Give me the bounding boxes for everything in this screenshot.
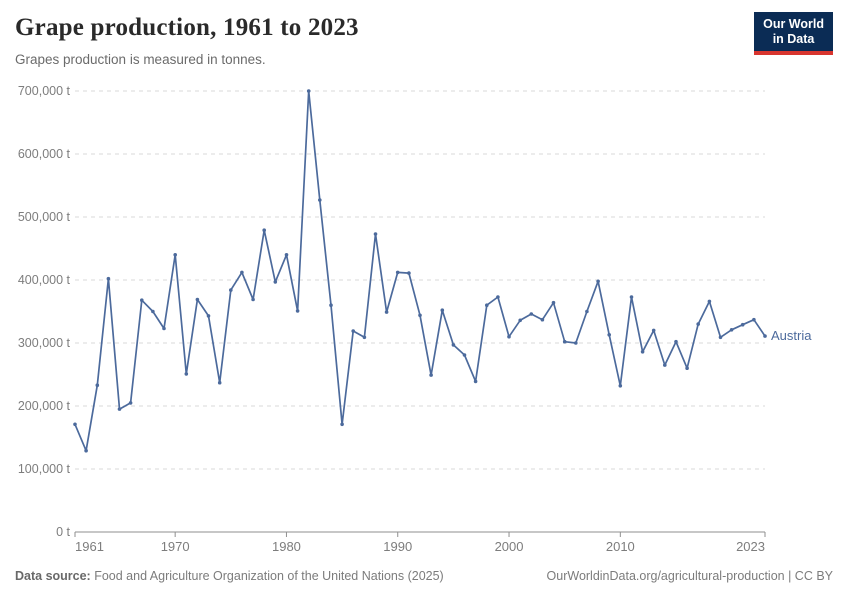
data-point[interactable] (729, 328, 734, 332)
x-tick-label: 1961 (75, 539, 104, 554)
data-point[interactable] (462, 353, 467, 357)
data-point[interactable] (95, 383, 100, 388)
data-point[interactable] (651, 328, 656, 333)
data-point[interactable] (685, 366, 689, 371)
data-point[interactable] (229, 288, 233, 292)
x-tick-label: 2000 (495, 539, 524, 554)
chart-subtitle: Grapes production is measured in tonnes. (15, 52, 266, 67)
data-point[interactable] (473, 379, 478, 384)
data-point[interactable] (195, 297, 200, 302)
data-point[interactable] (140, 298, 144, 303)
owid-logo[interactable]: Our World in Data (754, 12, 833, 55)
data-point[interactable] (184, 372, 189, 376)
data-point[interactable] (262, 228, 267, 232)
data-point[interactable] (329, 303, 333, 308)
y-tick-label: 0 t (56, 525, 70, 539)
data-point[interactable] (607, 333, 611, 337)
data-point[interactable] (418, 313, 422, 318)
data-point[interactable] (151, 309, 155, 314)
data-point[interactable] (306, 89, 311, 93)
data-source: Data source: Food and Agriculture Organi… (15, 569, 444, 583)
y-tick-label: 400,000 t (18, 273, 71, 287)
data-point[interactable] (752, 317, 756, 322)
x-tick-label: 2010 (606, 539, 635, 554)
data-point[interactable] (162, 326, 166, 331)
data-point[interactable] (429, 373, 433, 377)
data-point[interactable] (574, 341, 578, 345)
data-point[interactable] (251, 297, 255, 302)
chart-footer: Data source: Food and Agriculture Organi… (15, 569, 833, 583)
series-label-austria[interactable]: Austria (771, 328, 812, 343)
data-point[interactable] (84, 448, 88, 453)
data-point[interactable] (707, 299, 712, 304)
y-tick-label: 700,000 t (18, 84, 71, 98)
y-tick-label: 600,000 t (18, 147, 71, 161)
data-point[interactable] (384, 310, 389, 314)
data-point[interactable] (73, 422, 77, 427)
data-point[interactable] (117, 407, 122, 411)
data-point[interactable] (318, 198, 322, 202)
x-tick-label: 2023 (736, 539, 765, 554)
data-point[interactable] (585, 309, 589, 314)
data-point[interactable] (128, 401, 133, 405)
data-point[interactable] (340, 422, 344, 427)
data-point[interactable] (440, 308, 445, 313)
x-tick-label: 1990 (383, 539, 412, 554)
data-point[interactable] (518, 318, 522, 323)
owid-logo-line2: in Data (772, 32, 815, 46)
data-point[interactable] (273, 280, 278, 284)
y-tick-label: 200,000 t (18, 399, 71, 413)
data-point[interactable] (562, 339, 567, 344)
data-point[interactable] (529, 312, 534, 316)
data-point[interactable] (551, 300, 556, 305)
data-point[interactable] (395, 270, 400, 275)
y-tick-label: 100,000 t (18, 462, 71, 476)
data-point[interactable] (640, 350, 645, 354)
data-line (74, 90, 766, 452)
data-point[interactable] (373, 232, 378, 236)
page-title: Grape production, 1961 to 2023 (15, 14, 359, 41)
data-point[interactable] (540, 317, 545, 322)
data-point[interactable] (173, 253, 177, 257)
data-point[interactable] (740, 322, 745, 327)
data-point[interactable] (485, 303, 489, 308)
data-point[interactable] (362, 335, 367, 340)
data-point[interactable] (507, 334, 511, 339)
data-point[interactable] (496, 295, 500, 299)
data-point[interactable] (240, 270, 244, 275)
data-point[interactable] (618, 384, 623, 388)
data-point[interactable] (451, 343, 456, 347)
data-point[interactable] (629, 295, 634, 299)
data-point[interactable] (674, 339, 678, 344)
data-point[interactable] (663, 363, 667, 367)
data-point[interactable] (763, 334, 767, 338)
x-tick-label: 1970 (161, 539, 190, 554)
y-tick-label: 500,000 t (18, 210, 71, 224)
data-point[interactable] (106, 276, 111, 281)
data-point[interactable] (206, 314, 211, 318)
y-tick-label: 300,000 t (18, 336, 71, 350)
data-point[interactable] (284, 253, 289, 257)
data-point[interactable] (295, 309, 300, 313)
data-point[interactable] (596, 279, 600, 284)
x-tick-label: 1980 (272, 539, 301, 554)
data-point[interactable] (696, 322, 700, 326)
data-point[interactable] (217, 380, 222, 385)
data-source-label: Data source: (15, 569, 91, 583)
data-point[interactable] (407, 271, 411, 275)
data-point[interactable] (351, 329, 356, 333)
data-point[interactable] (718, 335, 723, 340)
data-source-text: Food and Agriculture Organization of the… (90, 569, 444, 583)
attribution-link[interactable]: OurWorldinData.org/agricultural-producti… (546, 569, 833, 583)
owid-logo-line1: Our World (763, 17, 824, 31)
